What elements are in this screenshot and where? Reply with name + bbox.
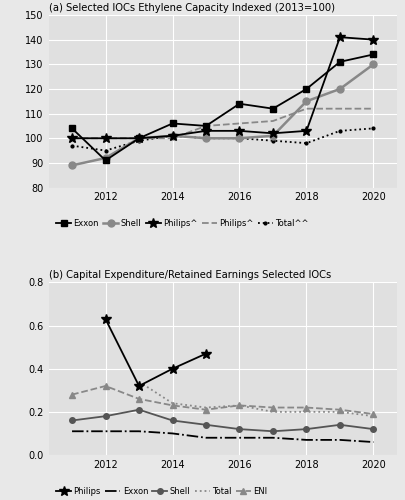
Legend: Philips, Exxon, Shell, Total, ENI: Philips, Exxon, Shell, Total, ENI bbox=[53, 484, 271, 499]
Text: (a) Selected IOCs Ethylene Capacity Indexed (2013=100): (a) Selected IOCs Ethylene Capacity Inde… bbox=[49, 3, 335, 13]
Text: (b) Capital Expenditure/Retained Earnings Selected IOCs: (b) Capital Expenditure/Retained Earning… bbox=[49, 270, 331, 280]
Legend: Exxon, Shell, Philips^, Philips^, Total^^: Exxon, Shell, Philips^, Philips^, Total^… bbox=[53, 216, 312, 232]
